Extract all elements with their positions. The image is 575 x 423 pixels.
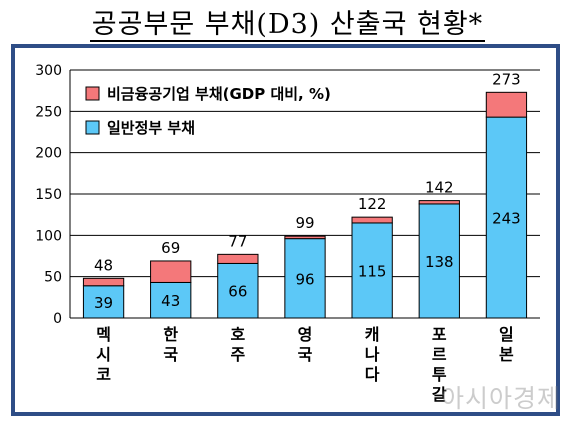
y-tick-label: 300: [35, 63, 62, 79]
bar-value-label: 43: [161, 292, 180, 310]
y-tick-label: 0: [53, 311, 62, 327]
bar-nonfinancial-debt: [82, 277, 125, 287]
bar-nonfinancial-debt: [217, 253, 259, 264]
chart-title: 공공부문 부채(D3) 산출국 현황*: [89, 9, 486, 42]
bar-nonfinancial-debt: [418, 200, 460, 205]
y-tick-label: 100: [35, 228, 62, 244]
bar-total-label: 77: [228, 232, 247, 250]
y-tick-label: 150: [35, 187, 62, 203]
bar-value-label: 243: [492, 210, 521, 228]
legend-label: 일반정부 부채: [107, 119, 195, 137]
bar-value-label: 39: [94, 294, 113, 312]
legend-swatch: [85, 120, 100, 135]
y-tick-label: 250: [35, 104, 62, 120]
bar-nonfinancial-debt: [351, 216, 393, 224]
bar-value-label: 96: [295, 270, 314, 288]
bar-total-label: 99: [295, 214, 314, 232]
y-tick-label: 200: [35, 146, 62, 162]
y-tick-label: 50: [44, 270, 62, 286]
bar-total-label: 142: [425, 179, 454, 197]
chart-frame: [11, 44, 560, 416]
legend-label: 비금융공기업 부채(GDP 대비, %): [107, 85, 331, 103]
bar-nonfinancial-debt: [150, 260, 192, 283]
bar-general-debt: [217, 262, 259, 319]
watermark: 아시아경제: [440, 384, 561, 413]
bar-general-debt: [82, 285, 125, 319]
bar-value-label: 66: [228, 283, 247, 301]
legend-swatch: [85, 86, 100, 101]
bar-total-label: 122: [358, 195, 387, 213]
bar-total-label: 273: [492, 70, 521, 88]
bar-nonfinancial-debt: [485, 91, 528, 118]
bar-general-debt: [485, 116, 528, 319]
bar-value-label: 115: [358, 262, 387, 280]
bar-general-debt: [150, 281, 192, 319]
bar-total-label: 69: [161, 239, 180, 257]
bar-nonfinancial-debt: [284, 235, 326, 240]
bar-total-label: 48: [94, 256, 113, 274]
bar-value-label: 138: [425, 253, 454, 271]
bar-general-debt: [284, 238, 326, 319]
